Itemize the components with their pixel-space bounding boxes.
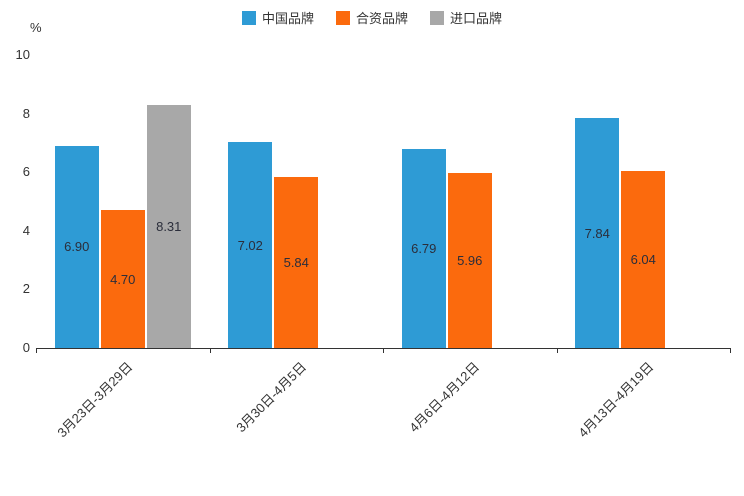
y-axis-tick-label: 8	[22, 105, 30, 121]
x-axis-category-label: 4月6日-4月12日	[406, 359, 483, 436]
x-axis-tick-mark	[383, 348, 384, 353]
x-axis-tick-mark	[209, 348, 211, 353]
x-axis-tick-mark	[36, 348, 37, 353]
bar-series1-cat2: 5.96	[447, 173, 492, 348]
bar-value-label: 6.90	[64, 239, 90, 255]
bar-value-label: 5.96	[457, 253, 483, 269]
x-axis-tick-mark	[730, 348, 731, 353]
x-axis-tick-mark	[556, 348, 558, 353]
bar-series1-cat3: 6.04	[621, 171, 666, 348]
bar-series2-cat0: 8.31	[146, 104, 191, 348]
x-axis-category-label: 3月30日-4月5日	[232, 359, 309, 436]
y-axis-tick-label: 6	[22, 164, 30, 180]
x-axis-category-label: 3月23日-3月29日	[54, 359, 136, 441]
bar-value-label: 5.84	[283, 254, 309, 270]
y-axis-tick-label: 10	[15, 47, 30, 62]
y-axis-unit-label: %	[30, 20, 42, 35]
plot-area: 0 2 4 6 8 10 6.90 7.02 6.79 7.84 4.70 5.84 5.96 6.04 8…	[16, 47, 731, 440]
y-axis-tick-label: 4	[22, 222, 30, 238]
x-axis-category-label: 4月13日-4月19日	[574, 359, 656, 441]
bar-series1-cat0: 4.70	[100, 210, 145, 348]
bar-value-label: 7.02	[237, 237, 263, 253]
bar-series0-cat1: 7.02	[228, 142, 273, 348]
legend-label: 中国品牌	[261, 11, 314, 26]
legend-swatch-icon	[430, 10, 444, 25]
legend-label: 合资品牌	[355, 11, 408, 26]
bar-value-label: 8.31	[156, 218, 182, 234]
y-axis-tick-label: 0	[22, 340, 30, 355]
y-axis-tick-label: 2	[22, 281, 30, 297]
legend-item-0[interactable]: 中国品牌	[241, 8, 314, 27]
legend-item-1[interactable]: 合资品牌	[335, 8, 408, 27]
legend-label: 进口品牌	[450, 11, 503, 26]
legend: 中国品牌 合资品牌 进口品牌	[0, 8, 744, 27]
bar-value-label: 4.70	[110, 271, 136, 287]
bar-series0-cat2: 6.79	[401, 149, 446, 348]
legend-swatch-icon	[335, 10, 350, 25]
bar-value-label: 6.04	[630, 252, 656, 268]
bar-series0-cat3: 7.84	[575, 118, 620, 348]
legend-item-2[interactable]: 进口品牌	[430, 8, 502, 27]
bar-value-label: 7.84	[584, 225, 610, 241]
bar-series1-cat1: 5.84	[274, 176, 319, 348]
legend-swatch-icon	[241, 10, 256, 25]
bar-value-label: 6.79	[411, 241, 437, 257]
bar-series0-cat0: 6.90	[54, 145, 99, 348]
